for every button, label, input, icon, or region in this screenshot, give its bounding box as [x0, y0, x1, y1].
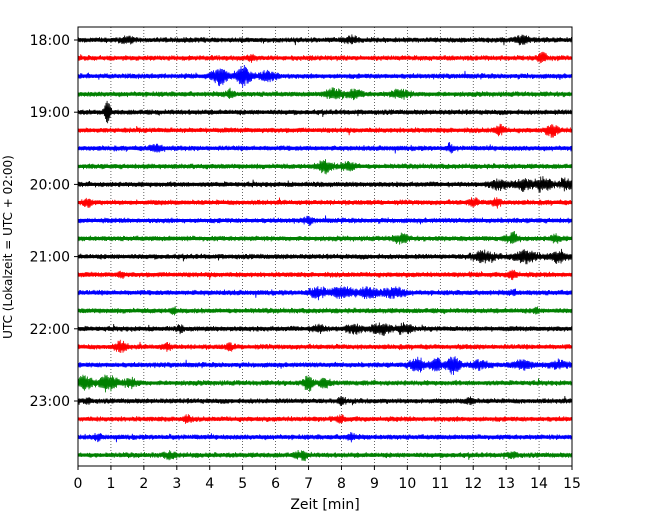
trace-1815 — [77, 51, 573, 64]
trace-2145 — [77, 306, 573, 316]
x-tick-label: 9 — [370, 476, 379, 492]
x-axis-label: Zeit [min] — [290, 497, 359, 513]
y-tick-label: 19:00 — [30, 105, 70, 121]
trace-2015 — [77, 197, 573, 209]
trace-1930 — [77, 141, 573, 154]
vertical-gridlines — [110, 27, 540, 466]
x-tick-label: 4 — [205, 476, 214, 492]
x-tick-label: 12 — [464, 476, 482, 492]
y-axis-ticks: 18:00 19:00 20:00 21:00 22:00 23:00 — [30, 33, 78, 410]
y-tick-label: 20:00 — [30, 177, 70, 193]
x-tick-label: 13 — [497, 476, 515, 492]
x-tick-label: 6 — [271, 476, 280, 492]
x-tick-label: 7 — [304, 476, 313, 492]
plot-area-frame — [77, 26, 573, 467]
x-tick-label: 3 — [172, 476, 181, 492]
trace-1845 — [77, 87, 573, 101]
trace-2045 — [77, 231, 573, 245]
y-tick-label: 23:00 — [30, 394, 70, 410]
y-tick-label: 22:00 — [30, 322, 70, 338]
x-tick-label: 0 — [74, 476, 83, 492]
y-tick-label: 18:00 — [30, 33, 70, 49]
x-tick-label: 14 — [530, 476, 548, 492]
x-tick-label: 2 — [139, 476, 148, 492]
trace-2245 — [77, 374, 573, 393]
x-tick-label: 5 — [238, 476, 247, 492]
trace-1945 — [77, 159, 573, 175]
seismogram-traces — [77, 34, 573, 462]
y-axis-label: UTC (Lokalzeit = UTC + 02:00) — [1, 155, 15, 339]
trace-2230 — [77, 356, 573, 376]
trace-2100 — [77, 248, 573, 265]
x-tick-label: 15 — [563, 476, 581, 492]
x-tick-label: 10 — [398, 476, 416, 492]
y-tick-label: 21:00 — [30, 250, 70, 266]
x-tick-label: 1 — [106, 476, 115, 492]
x-axis-ticks: 0 1 2 3 4 5 6 7 8 9 10 11 12 13 14 15 — [74, 466, 581, 492]
trace-2215 — [77, 339, 573, 354]
x-tick-label: 11 — [431, 476, 449, 492]
x-tick-label: 8 — [337, 476, 346, 492]
